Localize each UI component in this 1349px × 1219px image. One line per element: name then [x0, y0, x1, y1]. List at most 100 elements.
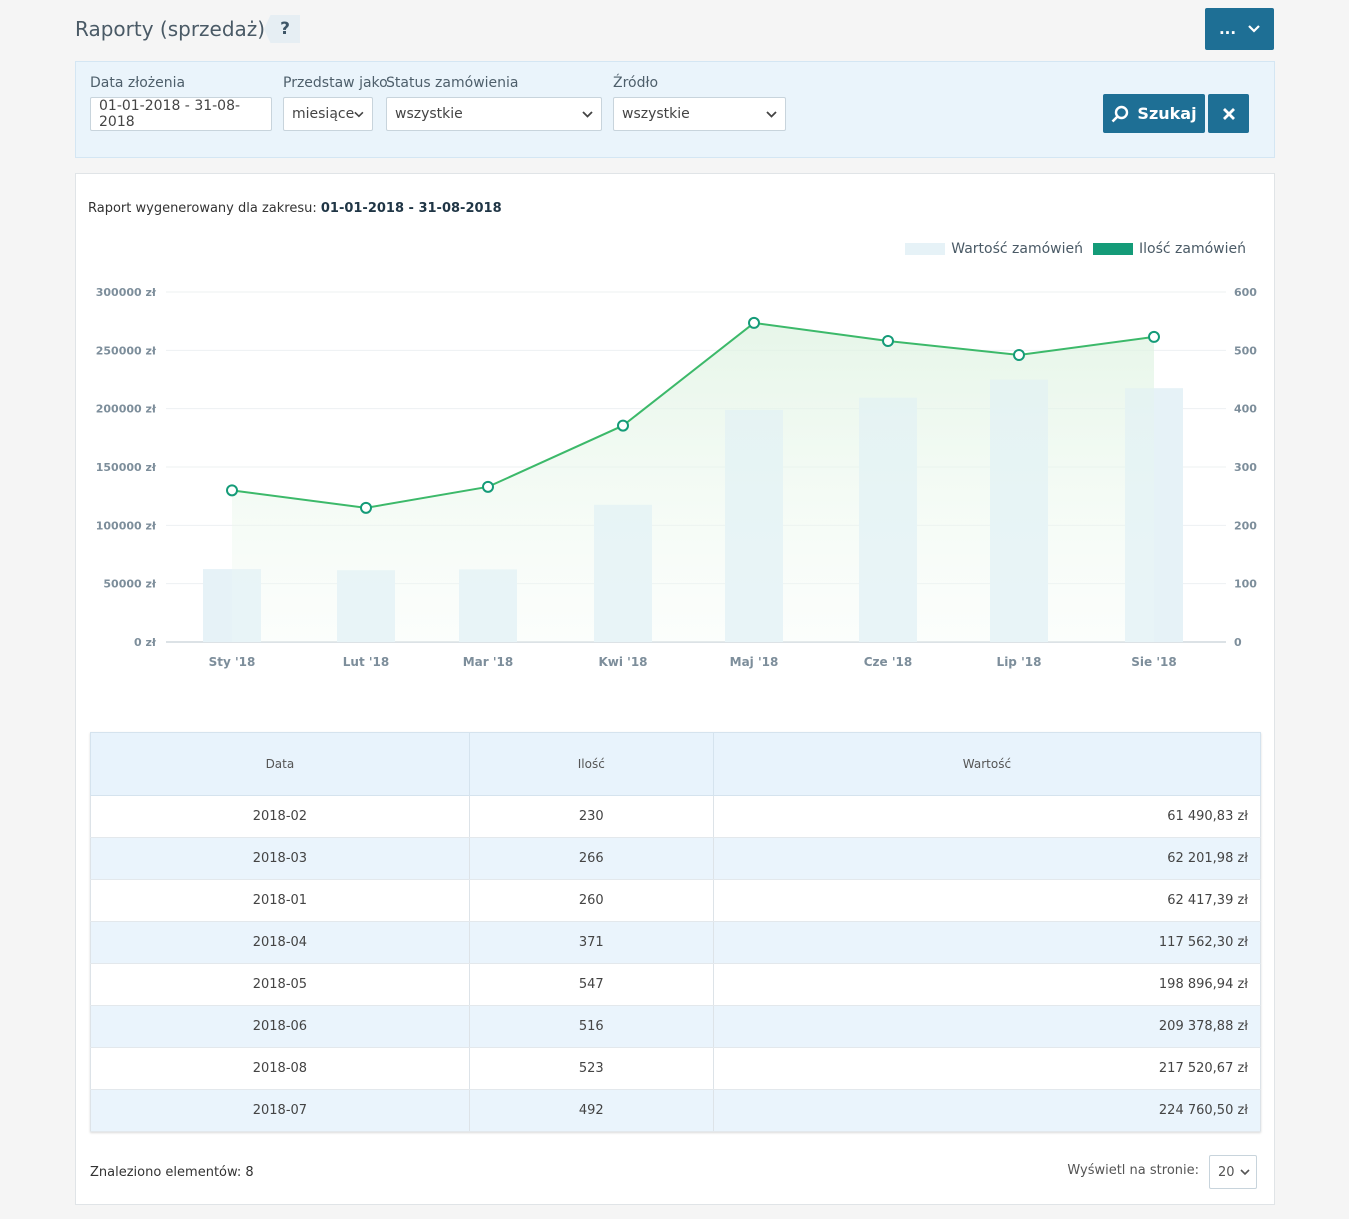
search-button[interactable]: Szukaj: [1103, 94, 1205, 133]
legend-item-count[interactable]: Ilość zamówień: [1093, 241, 1246, 257]
bar-value-overlay-4: [594, 504, 652, 642]
source-filter-label: Źródło: [613, 75, 659, 91]
table-row: 2018-08 523 217 520,67 zł: [90, 1047, 1262, 1090]
report-table: Data Ilość Wartość 2018-02 230 61 490,83 zł 2…: [90, 732, 1262, 1132]
per-page-label: Wyświetl na stronie:: [1067, 1163, 1199, 1178]
y-right-tick-label: 300: [1234, 461, 1257, 474]
range-prefix: Raport wygenerowany dla zakresu:: [88, 201, 321, 216]
column-header[interactable]: Ilość: [468, 732, 714, 796]
x-category-label: Lip '18: [997, 655, 1042, 669]
legend-swatch-value: [905, 243, 946, 255]
count-point-2: [360, 501, 372, 514]
date-cell: 2018-06: [90, 1005, 470, 1048]
range-end: 31-08-2018: [418, 201, 502, 216]
y-right-tick-label: 500: [1234, 344, 1257, 357]
report-range: Raport wygenerowany dla zakresu: 01-01-2…: [88, 201, 502, 216]
range-separator: -: [404, 201, 419, 216]
status-value: wszystkie: [395, 106, 463, 122]
report-panel: Raport wygenerowany dla zakresu: 01-01-2…: [75, 173, 1275, 1205]
more-actions-button[interactable]: ...: [1205, 8, 1274, 50]
bar-value-overlay-8: [1125, 388, 1183, 642]
status-filter-label: Status zamówienia: [386, 75, 519, 91]
per-page-value: 20: [1218, 1164, 1235, 1180]
date-cell: 2018-08: [90, 1047, 470, 1090]
count-cell: 492: [469, 1089, 714, 1132]
group-filter-label: Przedstaw jako: [283, 75, 388, 91]
date-filter-label: Data złożenia: [90, 75, 186, 91]
x-category-label: Sty '18: [209, 655, 256, 669]
legend-swatch-count: [1093, 243, 1134, 255]
search-icon: [1112, 105, 1129, 122]
date-cell: 2018-04: [90, 921, 470, 964]
more-label: ...: [1218, 20, 1237, 38]
range-start: 01-01-2018: [320, 201, 405, 216]
value-cell: 62 201,98 zł: [713, 837, 1262, 880]
y-right-tick-label: 100: [1234, 578, 1257, 591]
bar-value-overlay-1: [203, 569, 261, 642]
count-point-3: [482, 480, 494, 493]
x-category-label: Lut '18: [343, 655, 389, 669]
column-header[interactable]: Wartość: [712, 732, 1262, 796]
chevron-down-icon: [1240, 1168, 1250, 1175]
y-left-tick-label: 200000 zł: [96, 403, 157, 416]
count-point-5: [748, 316, 760, 329]
x-category-label: Kwi '18: [598, 655, 647, 669]
bar-value-overlay-5: [725, 409, 783, 642]
date-range-value: 01-01-2018 - 31-08-2018: [99, 98, 241, 130]
x-category-label: Maj '18: [730, 655, 779, 669]
x-category-label: Sie '18: [1131, 655, 1176, 669]
count-cell: 260: [469, 879, 714, 922]
chart-legend: Wartość zamówień Ilość zamówień: [905, 241, 1246, 257]
date-cell: 2018-03: [90, 837, 470, 880]
table-row: 2018-02 230 61 490,83 zł: [90, 795, 1262, 838]
x-category-label: Cze '18: [864, 655, 912, 669]
count-cell: 230: [469, 795, 714, 838]
date-cell: 2018-05: [90, 963, 470, 1006]
date-cell: 2018-02: [90, 795, 470, 838]
column-header[interactable]: Data: [90, 732, 470, 796]
count-area: [232, 322, 1154, 642]
bar-value-overlay-6: [859, 397, 917, 642]
count-cell: 266: [469, 837, 714, 880]
source-select[interactable]: wszystkie: [613, 97, 786, 131]
table-row: 2018-04 371 117 562,30 zł: [90, 921, 1262, 964]
count-point-8: [1148, 330, 1160, 343]
source-value: wszystkie: [622, 106, 690, 122]
per-page-select[interactable]: 20: [1209, 1155, 1257, 1189]
bar-value-overlay-2: [337, 570, 395, 642]
y-right-tick-label: 0: [1234, 636, 1242, 649]
y-left-tick-label: 300000 zł: [96, 286, 157, 299]
status-select[interactable]: wszystkie: [386, 97, 602, 131]
value-cell: 209 378,88 zł: [713, 1005, 1262, 1048]
y-left-tick-label: 0 zł: [134, 636, 157, 649]
x-category-label: Mar '18: [463, 655, 514, 669]
clear-filters-button[interactable]: [1208, 94, 1249, 133]
filter-panel: Data złożenia 01-01-2018 - 31-08-2018 Pr…: [75, 61, 1275, 158]
found-count: Znaleziono elementów: 8: [90, 1165, 254, 1180]
table-row: 2018-06 516 209 378,88 zł: [90, 1005, 1262, 1048]
bar-value-overlay-3: [459, 569, 517, 642]
group-by-select[interactable]: miesiące: [283, 97, 373, 131]
table-row: 2018-03 266 62 201,98 zł: [90, 837, 1262, 880]
chevron-down-icon: [582, 110, 593, 118]
date-cell: 2018-07: [90, 1089, 470, 1132]
y-left-tick-label: 250000 zł: [96, 344, 157, 357]
count-cell: 523: [469, 1047, 714, 1090]
chevron-down-icon: [766, 110, 777, 118]
count-cell: 516: [469, 1005, 714, 1048]
close-icon: [1222, 107, 1235, 120]
legend-label-value: Wartość zamówień: [951, 241, 1084, 257]
help-button[interactable]: ?: [264, 15, 300, 43]
table-row: 2018-01 260 62 417,39 zł: [90, 879, 1262, 922]
chevron-down-icon: [354, 111, 364, 117]
date-cell: 2018-01: [90, 879, 470, 922]
legend-item-value[interactable]: Wartość zamówień: [905, 241, 1083, 257]
value-cell: 62 417,39 zł: [713, 879, 1262, 922]
count-point-4: [617, 419, 629, 432]
date-range-input[interactable]: 01-01-2018 - 31-08-2018: [90, 97, 272, 131]
page-title: Raporty (sprzedaż): [75, 17, 266, 41]
chevron-down-icon: [1248, 25, 1260, 33]
y-left-tick-label: 100000 zł: [96, 519, 157, 532]
value-cell: 224 760,50 zł: [713, 1089, 1262, 1132]
group-by-value: miesiące: [292, 106, 355, 122]
